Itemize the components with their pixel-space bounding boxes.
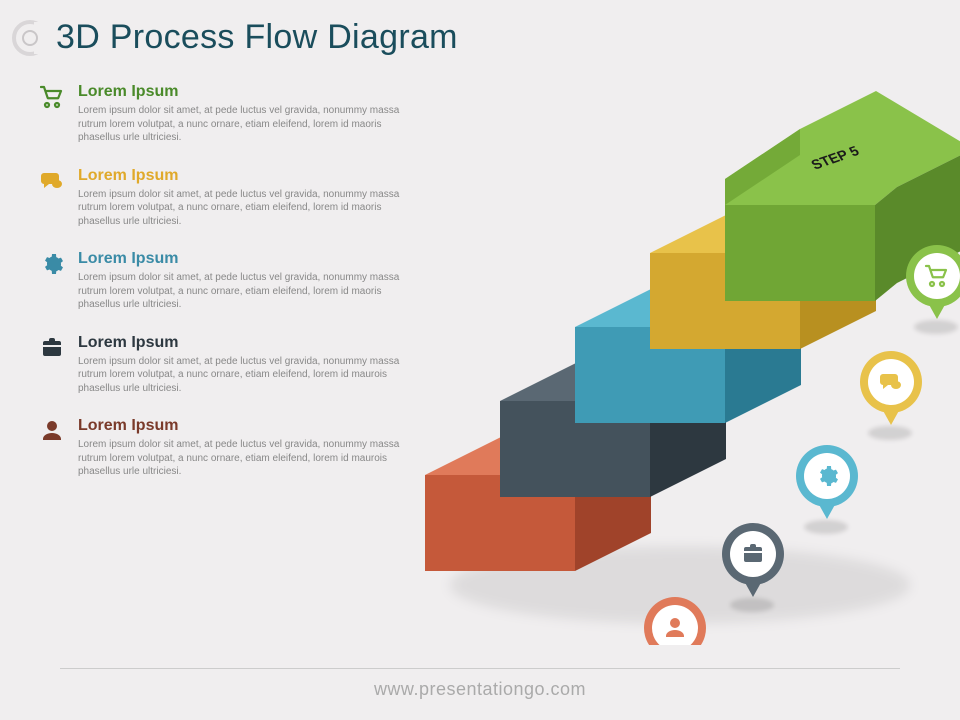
diagram-area: STEP 1STEP 2STEP 3STEP 4STEP 5 — [410, 75, 960, 501]
title-ring-icon — [12, 20, 48, 56]
item-desc: Lorem ipsum dolor sit amet, at pede luct… — [78, 355, 410, 396]
pin-2 — [796, 445, 858, 534]
footer: www.presentationgo.com — [0, 668, 960, 700]
pin-3 — [860, 351, 922, 440]
item-title: Lorem Ipsum — [78, 250, 410, 268]
user-icon — [40, 417, 72, 479]
cart-icon — [40, 83, 72, 145]
item-title: Lorem Ipsum — [78, 417, 410, 435]
sidebar-item-1: Lorem Ipsum Lorem ipsum dolor sit amet, … — [40, 167, 410, 229]
footer-line — [60, 668, 900, 669]
item-title: Lorem Ipsum — [78, 167, 410, 185]
item-title: Lorem Ipsum — [78, 83, 410, 101]
sidebar-list: Lorem Ipsum Lorem ipsum dolor sit amet, … — [40, 75, 410, 501]
briefcase-icon — [40, 334, 72, 396]
item-desc: Lorem ipsum dolor sit amet, at pede luct… — [78, 271, 410, 312]
item-desc: Lorem ipsum dolor sit amet, at pede luct… — [78, 104, 410, 145]
sidebar-item-4: Lorem Ipsum Lorem ipsum dolor sit amet, … — [40, 417, 410, 479]
item-desc: Lorem ipsum dolor sit amet, at pede luct… — [78, 188, 410, 229]
gear-icon — [40, 250, 72, 312]
process-diagram: STEP 1STEP 2STEP 3STEP 4STEP 5 — [390, 45, 960, 645]
item-title: Lorem Ipsum — [78, 334, 410, 352]
item-desc: Lorem ipsum dolor sit amet, at pede luct… — [78, 438, 410, 479]
pin-4 — [906, 245, 960, 334]
footer-text: www.presentationgo.com — [0, 679, 960, 700]
sidebar-item-2: Lorem Ipsum Lorem ipsum dolor sit amet, … — [40, 250, 410, 312]
content: Lorem Ipsum Lorem ipsum dolor sit amet, … — [0, 75, 960, 501]
sidebar-item-0: Lorem Ipsum Lorem ipsum dolor sit amet, … — [40, 83, 410, 145]
sidebar-item-3: Lorem Ipsum Lorem ipsum dolor sit amet, … — [40, 334, 410, 396]
chat-icon — [40, 167, 72, 229]
